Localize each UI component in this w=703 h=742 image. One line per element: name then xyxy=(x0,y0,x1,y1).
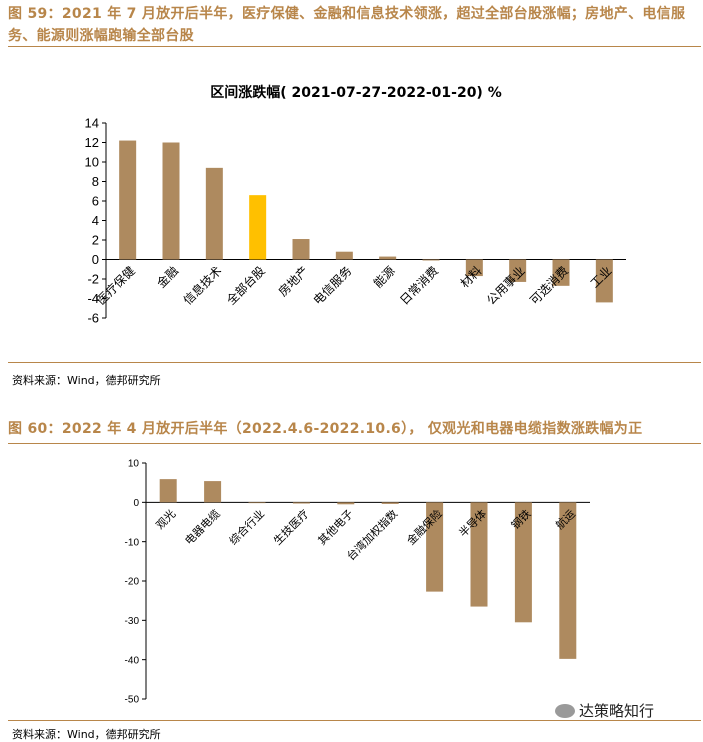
caption-rule-top-1 xyxy=(8,46,701,47)
category-label: 其他电子 xyxy=(316,507,356,547)
y-tick-label: -2 xyxy=(87,272,99,287)
y-tick-label: -30 xyxy=(125,616,140,627)
category-label: 电器电缆 xyxy=(182,507,222,547)
bar-6 xyxy=(379,256,397,260)
figure-60-caption: 图 60：2022 年 4 月放开后半年（2022.4.6-2022.10.6）… xyxy=(8,421,643,437)
y-tick-label: 0 xyxy=(92,252,99,267)
bar-0 xyxy=(119,140,137,260)
caption-rule-bottom-2 xyxy=(8,720,701,721)
y-tick-label: 0 xyxy=(133,498,139,509)
y-tick-label: -20 xyxy=(125,577,140,588)
chart-59: 区间涨跌幅( 2021-07-27-2022-01-20) % 14 12 10 8 6… xyxy=(85,84,626,326)
wechat-icon xyxy=(555,704,575,718)
bar-8 xyxy=(514,502,532,623)
watermark: 达策略知行 xyxy=(555,700,654,721)
y-tick-label: 4 xyxy=(92,213,99,228)
bar-7 xyxy=(422,259,440,261)
caption-rule-top-2 xyxy=(8,443,701,444)
y-tick-label: 10 xyxy=(128,459,140,470)
bar-7 xyxy=(470,502,488,607)
y-tick-label: -6 xyxy=(87,311,99,326)
y-tick-label: -40 xyxy=(125,655,140,666)
category-label: 生技医疗 xyxy=(271,507,312,548)
y-tick-label: 2 xyxy=(92,233,99,248)
bar-11 xyxy=(595,259,613,303)
bar-0 xyxy=(159,479,177,503)
y-tick-label: 8 xyxy=(92,174,99,189)
source-note-1: 资料来源：Wind，德邦研究所 xyxy=(12,374,161,387)
category-label: 观光 xyxy=(153,507,178,532)
caption-rule-bottom-1 xyxy=(8,362,701,363)
bar-1 xyxy=(162,142,180,260)
bar-2 xyxy=(205,167,223,260)
bar-1 xyxy=(204,481,222,503)
watermark-text: 达策略知行 xyxy=(579,702,655,720)
bar-3 xyxy=(249,195,267,260)
bar-5 xyxy=(335,251,353,260)
y-tick-label: 14 xyxy=(85,116,99,131)
bar-8 xyxy=(465,259,483,277)
bar-2 xyxy=(248,502,266,504)
source-note-2: 资料来源：Wind，德邦研究所 xyxy=(12,728,161,741)
y-tick-label: 10 xyxy=(85,155,99,170)
chart-59-title: 区间涨跌幅( 2021-07-27-2022-01-20) % xyxy=(210,84,501,101)
bar-9 xyxy=(559,502,577,659)
y-tick-label: 12 xyxy=(85,135,99,150)
category-label: 综合行业 xyxy=(226,507,267,548)
bar-6 xyxy=(426,502,444,592)
y-tick-label: -50 xyxy=(125,695,140,706)
bar-3 xyxy=(292,502,310,504)
bar-9 xyxy=(509,259,527,282)
y-tick-label: 6 xyxy=(92,194,99,209)
bar-4 xyxy=(292,239,310,260)
bar-10 xyxy=(552,259,570,286)
bar-4 xyxy=(337,502,355,505)
figure-59-caption: 图 59：2021 年 7 月放开后半年，医疗保健、金融和信息技术领涨，超过全部… xyxy=(8,6,686,44)
y-tick-label: -4 xyxy=(87,291,99,306)
y-tick-label: -10 xyxy=(125,537,140,548)
bar-5 xyxy=(381,502,399,504)
